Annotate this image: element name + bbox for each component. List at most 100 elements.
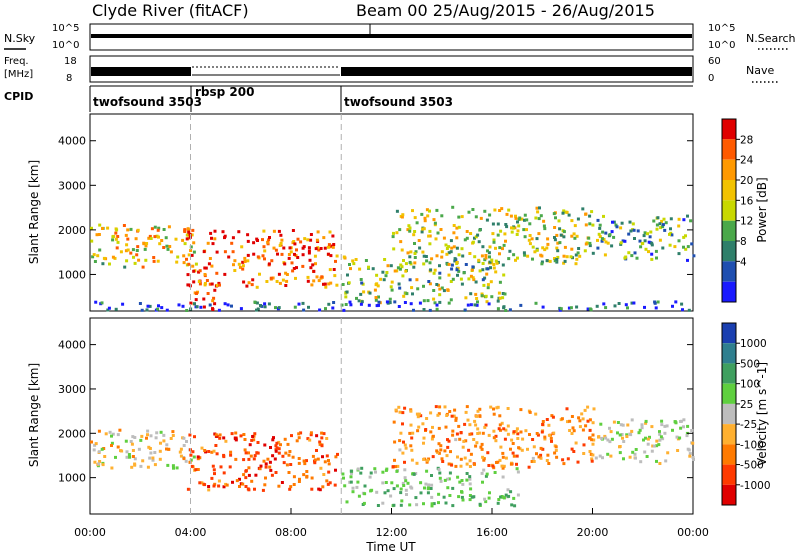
velocity-data-cell xyxy=(616,421,620,424)
velocity-data-cell xyxy=(297,457,301,460)
velocity-data-cell xyxy=(262,459,266,463)
nave-tick-top: 60 xyxy=(708,56,721,67)
velocity-data-cell xyxy=(398,439,402,443)
power-data-cell xyxy=(570,247,574,251)
power-data-cell xyxy=(655,256,658,260)
velocity-data-cell xyxy=(686,447,690,451)
velocity-data-cell xyxy=(606,452,610,456)
power-data-cell xyxy=(561,211,565,215)
power-data-cell xyxy=(489,280,493,284)
power-data-cell xyxy=(575,257,579,261)
power-data-cell xyxy=(498,280,502,284)
power-data-cell xyxy=(602,237,606,241)
power-data-cell xyxy=(102,256,106,260)
beam-date-title: Beam 00 25/Aug/2015 - 26/Aug/2015 xyxy=(356,1,655,20)
power-data-cell xyxy=(181,304,185,308)
power-data-cell xyxy=(485,272,489,276)
power-data-cell xyxy=(455,236,459,240)
power-data-cell xyxy=(690,242,694,246)
velocity-data-cell xyxy=(222,471,226,475)
power-data-cell xyxy=(673,245,677,249)
power-data-cell xyxy=(474,292,478,296)
power-data-cell xyxy=(422,299,426,303)
velocity-data-cell xyxy=(539,456,543,460)
velocity-data-cell xyxy=(539,453,543,457)
velocity-data-cell xyxy=(588,428,592,432)
power-data-cell xyxy=(177,303,181,307)
power-data-cell xyxy=(619,226,623,230)
velocity-data-cell xyxy=(465,472,469,475)
power-data-cell xyxy=(481,262,485,265)
power-data-cell xyxy=(569,255,573,259)
power-data-cell xyxy=(602,302,606,306)
power-data-cell xyxy=(265,280,269,283)
velocity-data-cell xyxy=(465,405,469,409)
velocity-data-cell xyxy=(459,457,463,461)
velocity-data-cell xyxy=(203,483,207,487)
power-data-cell xyxy=(408,229,412,233)
velocity-data-cell xyxy=(238,477,241,481)
power-data-cell xyxy=(682,218,686,222)
velocity-data-cell xyxy=(272,436,275,440)
velocity-data-cell xyxy=(116,445,120,449)
velocity-data-cell xyxy=(229,450,233,454)
power-data-cell xyxy=(686,214,689,218)
velocity-data-cell xyxy=(422,457,426,461)
velocity-data-cell xyxy=(434,405,438,409)
power-data-cell xyxy=(483,276,487,280)
velocity-data-cell xyxy=(302,473,306,477)
power-data-cell xyxy=(226,303,230,307)
velocity-data-cell xyxy=(343,484,347,488)
power-data-cell xyxy=(295,266,298,270)
power-data-cell xyxy=(642,234,646,238)
velocity-data-cell xyxy=(250,479,254,483)
velocity-data-cell xyxy=(415,412,419,416)
power-data-cell xyxy=(145,242,149,245)
power-data-cell xyxy=(507,208,511,212)
power-data-cell xyxy=(535,248,539,252)
power-data-cell xyxy=(496,299,500,303)
power-data-cell xyxy=(164,236,168,240)
power-data-cell xyxy=(467,277,471,281)
velocity-data-cell xyxy=(642,438,645,442)
power-data-cell xyxy=(490,258,494,262)
velocity-data-cell xyxy=(430,437,434,441)
power-data-cell xyxy=(670,233,674,237)
velocity-data-cell xyxy=(431,425,434,429)
velocity-data-cell xyxy=(650,425,654,429)
power-data-cell xyxy=(198,282,202,286)
velocity-data-cell xyxy=(457,424,461,428)
velocity-data-cell xyxy=(470,495,474,499)
power-data-cell xyxy=(475,297,479,300)
power-data-cell xyxy=(408,260,412,264)
power-data-cell xyxy=(198,269,202,273)
power-data-cell xyxy=(132,255,135,259)
power-data-cell xyxy=(435,283,439,286)
velocity-data-cell xyxy=(427,483,431,487)
power-data-cell xyxy=(364,259,368,262)
velocity-data-cell xyxy=(493,471,497,474)
velocity-data-cell xyxy=(498,458,502,462)
velocity-data-cell xyxy=(475,441,479,445)
power-data-cell xyxy=(329,281,333,285)
power-data-cell xyxy=(541,305,545,309)
velocity-data-cell xyxy=(391,465,395,469)
power-data-cell xyxy=(165,308,169,312)
power-data-cell xyxy=(636,229,640,233)
velocity-data-cell xyxy=(194,468,198,472)
velocity-data-cell xyxy=(203,449,207,452)
velocity-data-cell xyxy=(454,416,458,420)
power-data-cell xyxy=(492,238,496,242)
velocity-data-cell xyxy=(543,435,547,439)
velocity-data-cell xyxy=(111,432,115,436)
velocity-data-cell xyxy=(484,500,488,504)
velocity-data-cell xyxy=(459,464,463,468)
velocity-data-cell xyxy=(450,463,454,467)
power-data-cell xyxy=(263,302,267,306)
power-data-cell xyxy=(326,245,330,249)
power-data-cell xyxy=(444,243,448,247)
power-data-cell xyxy=(412,265,416,269)
velocity-data-cell xyxy=(671,428,674,432)
power-data-cell xyxy=(542,219,546,223)
